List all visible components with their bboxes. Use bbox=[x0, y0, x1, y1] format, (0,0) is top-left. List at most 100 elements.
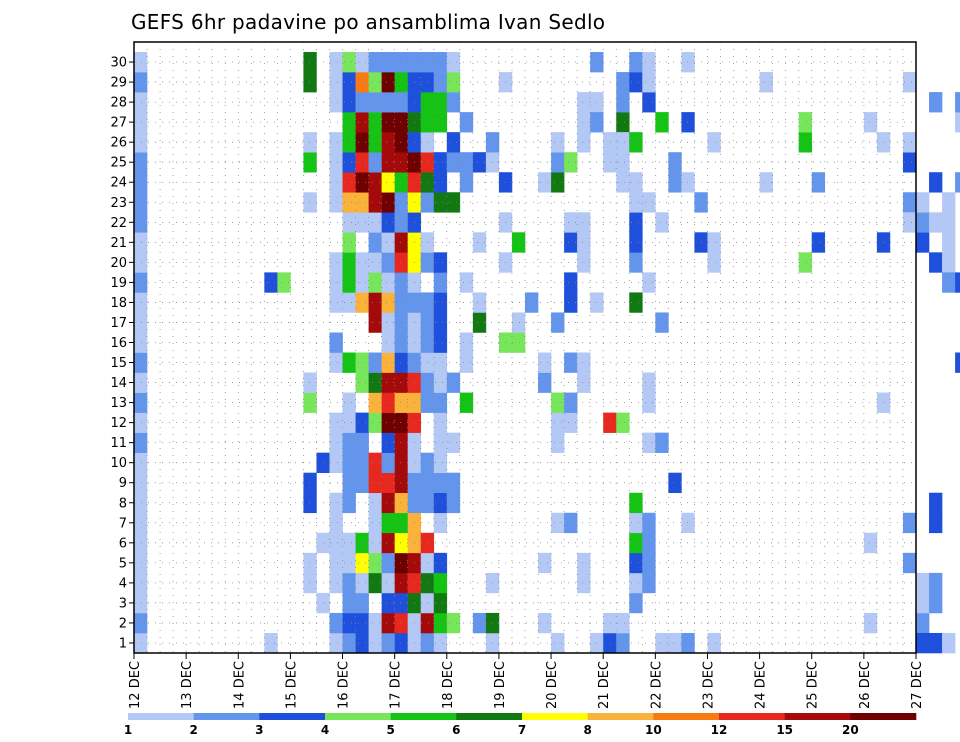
heatmap-cell bbox=[303, 572, 317, 594]
heatmap-cell bbox=[564, 152, 578, 173]
heatmap-cell bbox=[433, 72, 448, 93]
heatmap-cell bbox=[433, 372, 448, 393]
y-tick-label: 15 bbox=[110, 356, 127, 371]
y-tick-label: 29 bbox=[110, 76, 127, 91]
colorbar-label: 10 bbox=[645, 723, 662, 737]
heatmap-cell bbox=[394, 252, 408, 273]
heatmap-cell bbox=[616, 172, 630, 193]
heatmap-cell bbox=[394, 392, 408, 413]
heatmap-cell bbox=[551, 412, 565, 433]
heatmap-cell bbox=[551, 392, 565, 413]
heatmap-cell bbox=[355, 432, 369, 453]
y-tick-label: 8 bbox=[119, 496, 127, 511]
heatmap-cell bbox=[368, 272, 382, 293]
heatmap-cell bbox=[342, 472, 356, 494]
heatmap-cell bbox=[368, 172, 382, 193]
heatmap-cell bbox=[134, 532, 148, 554]
heatmap-cell bbox=[955, 112, 960, 133]
heatmap-cell bbox=[551, 132, 565, 153]
heatmap-cell bbox=[629, 172, 643, 193]
colorbar-label: 5 bbox=[386, 723, 394, 737]
heatmap-cell bbox=[394, 612, 408, 634]
heatmap-cell bbox=[511, 232, 526, 253]
heatmap-cell bbox=[329, 332, 343, 353]
heatmap-cell bbox=[655, 312, 669, 333]
heatmap-cell bbox=[342, 612, 356, 634]
heatmap-cell bbox=[342, 132, 356, 153]
heatmap-cell bbox=[134, 212, 148, 233]
heatmap-cell bbox=[577, 552, 591, 574]
heatmap-cell bbox=[433, 592, 448, 614]
colorbar-swatch bbox=[193, 713, 260, 720]
heatmap-cell bbox=[551, 152, 565, 173]
heatmap-cells bbox=[134, 52, 960, 654]
heatmap-cell bbox=[642, 532, 656, 554]
heatmap-cell bbox=[394, 292, 408, 313]
y-tick-label: 20 bbox=[110, 256, 127, 271]
heatmap-cell bbox=[433, 552, 448, 574]
heatmap-cell bbox=[929, 632, 943, 654]
y-tick-label: 30 bbox=[110, 56, 127, 71]
heatmap-cell bbox=[342, 392, 356, 413]
heatmap-cell bbox=[329, 292, 343, 313]
heatmap-cell bbox=[381, 292, 395, 313]
heatmap-cell bbox=[485, 152, 500, 173]
heatmap-cell bbox=[929, 512, 943, 534]
heatmap-cell bbox=[329, 552, 343, 574]
heatmap-cell bbox=[863, 612, 878, 634]
heatmap-cell bbox=[642, 392, 656, 413]
heatmap-cell bbox=[902, 512, 917, 534]
y-tick-label: 23 bbox=[110, 196, 127, 211]
heatmap-cell bbox=[368, 392, 382, 413]
heatmap-cell bbox=[342, 592, 356, 614]
heatmap-cell bbox=[433, 392, 448, 413]
heatmap-cell bbox=[629, 52, 643, 73]
heatmap-cell bbox=[642, 552, 656, 574]
heatmap-cell bbox=[929, 252, 943, 273]
heatmap-cell bbox=[433, 472, 448, 494]
heatmap-cell bbox=[420, 292, 435, 313]
heatmap-cell bbox=[134, 352, 148, 373]
heatmap-cell bbox=[342, 412, 356, 433]
heatmap-cell bbox=[381, 492, 395, 514]
heatmap-cell bbox=[381, 212, 395, 233]
heatmap-cell bbox=[342, 452, 356, 473]
heatmap-cell bbox=[577, 92, 591, 113]
heatmap-cell bbox=[942, 232, 956, 253]
heatmap-cell bbox=[433, 52, 448, 73]
heatmap-cell bbox=[420, 132, 435, 153]
heatmap-cell bbox=[472, 612, 487, 634]
heatmap-cell bbox=[564, 412, 578, 433]
heatmap-cell bbox=[134, 452, 148, 473]
heatmap-cell bbox=[381, 512, 395, 534]
heatmap-cell bbox=[420, 632, 435, 654]
heatmap-cell bbox=[342, 152, 356, 173]
heatmap-cell bbox=[564, 272, 578, 293]
heatmap-cell bbox=[459, 152, 474, 173]
heatmap-cell bbox=[329, 152, 343, 173]
heatmap-cell bbox=[368, 532, 382, 554]
x-tick-label: 25 DEC bbox=[806, 661, 821, 709]
heatmap-cell bbox=[616, 92, 630, 113]
heatmap-cell bbox=[394, 92, 408, 113]
colorbar-swatch bbox=[259, 713, 326, 720]
heatmap-cell bbox=[902, 152, 917, 173]
heatmap-cell bbox=[368, 512, 382, 534]
heatmap-cell bbox=[381, 392, 395, 413]
colorbar-label: 8 bbox=[583, 723, 591, 737]
heatmap-cell bbox=[916, 592, 930, 614]
heatmap-cell bbox=[368, 292, 382, 313]
heatmap-cell bbox=[355, 152, 369, 173]
heatmap-cell bbox=[459, 172, 474, 193]
heatmap-cell bbox=[433, 272, 448, 293]
heatmap-cell bbox=[420, 332, 435, 353]
heatmap-cell bbox=[420, 592, 435, 614]
heatmap-cell bbox=[902, 72, 917, 93]
colorbar-swatch bbox=[128, 713, 194, 720]
heatmap-cell bbox=[355, 412, 369, 433]
heatmap-cell bbox=[759, 72, 773, 93]
heatmap-cell bbox=[303, 152, 317, 173]
heatmap-cell bbox=[929, 572, 943, 594]
heatmap-cell bbox=[329, 352, 343, 373]
heatmap-cell bbox=[916, 612, 930, 634]
